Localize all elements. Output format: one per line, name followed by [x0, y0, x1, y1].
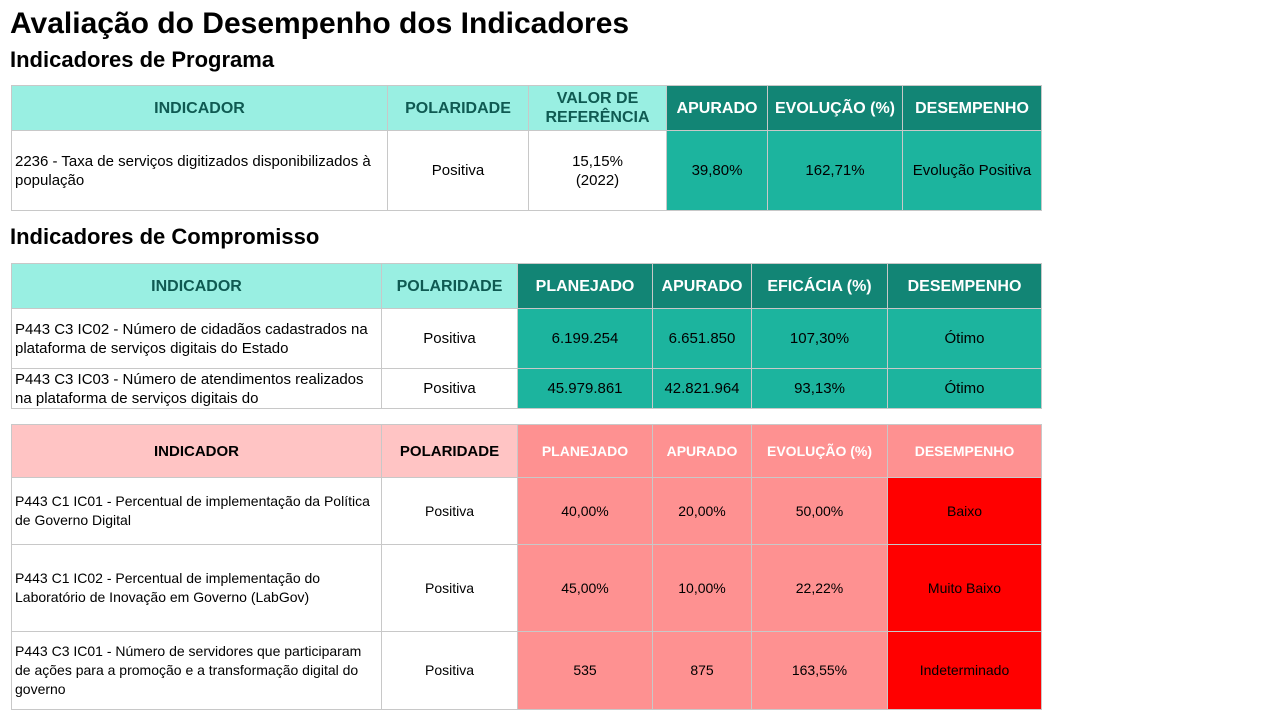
- cell-apurado: 20,00%: [652, 477, 752, 545]
- cell-polaridade: Positiva: [381, 544, 518, 632]
- cell-indicador: P443 C3 IC02 - Número de cidadãos cadast…: [11, 308, 382, 369]
- cell-polaridade: Positiva: [387, 130, 529, 211]
- cell-polaridade: Positiva: [381, 477, 518, 545]
- cell-evolucao: 163,55%: [751, 631, 888, 710]
- header-polaridade: POLARIDADE: [381, 424, 518, 478]
- page-title: Avaliação do Desempenho dos Indicadores: [10, 7, 630, 40]
- cell-planejado: 45,00%: [517, 544, 653, 632]
- cell-desempenho: Baixo: [887, 477, 1042, 545]
- header-valor-referencia: VALOR DE REFERÊNCIA: [528, 85, 667, 131]
- cell-polaridade: Positiva: [381, 368, 518, 409]
- cell-apurado: 42.821.964: [652, 368, 752, 409]
- cell-apurado: 39,80%: [666, 130, 768, 211]
- cell-indicador: P443 C1 IC02 - Percentual de implementaç…: [11, 544, 382, 632]
- header-apurado: APURADO: [652, 424, 752, 478]
- table-header-row: INDICADOR POLARIDADE PLANEJADO APURADO E…: [11, 263, 1042, 309]
- table-indicadores-compromisso-baixo: INDICADOR POLARIDADE PLANEJADO APURADO E…: [11, 424, 1042, 710]
- section-title-programa: Indicadores de Programa: [10, 47, 275, 72]
- cell-eficacia: 93,13%: [751, 368, 888, 409]
- header-indicador: INDICADOR: [11, 263, 382, 309]
- cell-polaridade: Positiva: [381, 631, 518, 710]
- cell-indicador-text: P443 C3 IC03 - Número de atendimentos re…: [15, 370, 364, 407]
- table-header-row: INDICADOR POLARIDADE PLANEJADO APURADO E…: [11, 424, 1042, 478]
- cell-indicador: P443 C3 IC01 - Número de servidores que …: [11, 631, 382, 710]
- cell-planejado: 535: [517, 631, 653, 710]
- cell-planejado: 6.199.254: [517, 308, 653, 369]
- cell-planejado: 40,00%: [517, 477, 653, 545]
- header-apurado: APURADO: [666, 85, 768, 131]
- header-evolucao: EVOLUÇÃO (%): [751, 424, 888, 478]
- cell-polaridade: Positiva: [381, 308, 518, 369]
- header-planejado: PLANEJADO: [517, 424, 653, 478]
- cell-indicador: 2236 - Taxa de serviços digitizados disp…: [11, 130, 388, 211]
- table-indicadores-compromisso: INDICADOR POLARIDADE PLANEJADO APURADO E…: [11, 263, 1042, 409]
- cell-apurado: 10,00%: [652, 544, 752, 632]
- cell-desempenho: Ótimo: [887, 308, 1042, 369]
- cell-indicador: P443 C1 IC01 - Percentual de implementaç…: [11, 477, 382, 545]
- cell-evolucao: 162,71%: [767, 130, 903, 211]
- header-desempenho: DESEMPENHO: [887, 424, 1042, 478]
- cell-eficacia: 107,30%: [751, 308, 888, 369]
- header-indicador: INDICADOR: [11, 85, 388, 131]
- cell-planejado: 45.979.861: [517, 368, 653, 409]
- cell-indicador: P443 C3 IC03 - Número de atendimentos re…: [11, 368, 382, 409]
- header-polaridade: POLARIDADE: [381, 263, 518, 309]
- cell-desempenho: Ótimo: [887, 368, 1042, 409]
- header-desempenho: DESEMPENHO: [902, 85, 1042, 131]
- cell-apurado: 6.651.850: [652, 308, 752, 369]
- cell-desempenho: Muito Baixo: [887, 544, 1042, 632]
- table-row: P443 C3 IC03 - Número de atendimentos re…: [11, 368, 1042, 409]
- valor-referencia-value: 15,15%: [572, 152, 623, 170]
- header-planejado: PLANEJADO: [517, 263, 653, 309]
- cell-apurado: 875: [652, 631, 752, 710]
- cell-desempenho: Indeterminado: [887, 631, 1042, 710]
- table-indicadores-programa: INDICADOR POLARIDADE VALOR DE REFERÊNCIA…: [11, 85, 1042, 211]
- table-row: 2236 - Taxa de serviços digitizados disp…: [11, 130, 1042, 211]
- table-row: P443 C1 IC02 - Percentual de implementaç…: [11, 544, 1042, 632]
- table-row: P443 C3 IC02 - Número de cidadãos cadast…: [11, 308, 1042, 369]
- table-row: P443 C1 IC01 - Percentual de implementaç…: [11, 477, 1042, 545]
- section-title-compromisso: Indicadores de Compromisso: [10, 224, 320, 249]
- cell-evolucao: 22,22%: [751, 544, 888, 632]
- header-evolucao: EVOLUÇÃO (%): [767, 85, 903, 131]
- cell-valor-referencia: 15,15% (2022): [528, 130, 667, 211]
- valor-referencia-ano: (2022): [575, 171, 620, 189]
- cell-desempenho: Evolução Positiva: [902, 130, 1042, 211]
- cell-evolucao: 50,00%: [751, 477, 888, 545]
- header-polaridade: POLARIDADE: [387, 85, 529, 131]
- header-eficacia: EFICÁCIA (%): [751, 263, 888, 309]
- table-row: P443 C3 IC01 - Número de servidores que …: [11, 631, 1042, 710]
- header-indicador: INDICADOR: [11, 424, 382, 478]
- table-header-row: INDICADOR POLARIDADE VALOR DE REFERÊNCIA…: [11, 85, 1042, 131]
- header-apurado: APURADO: [652, 263, 752, 309]
- header-desempenho: DESEMPENHO: [887, 263, 1042, 309]
